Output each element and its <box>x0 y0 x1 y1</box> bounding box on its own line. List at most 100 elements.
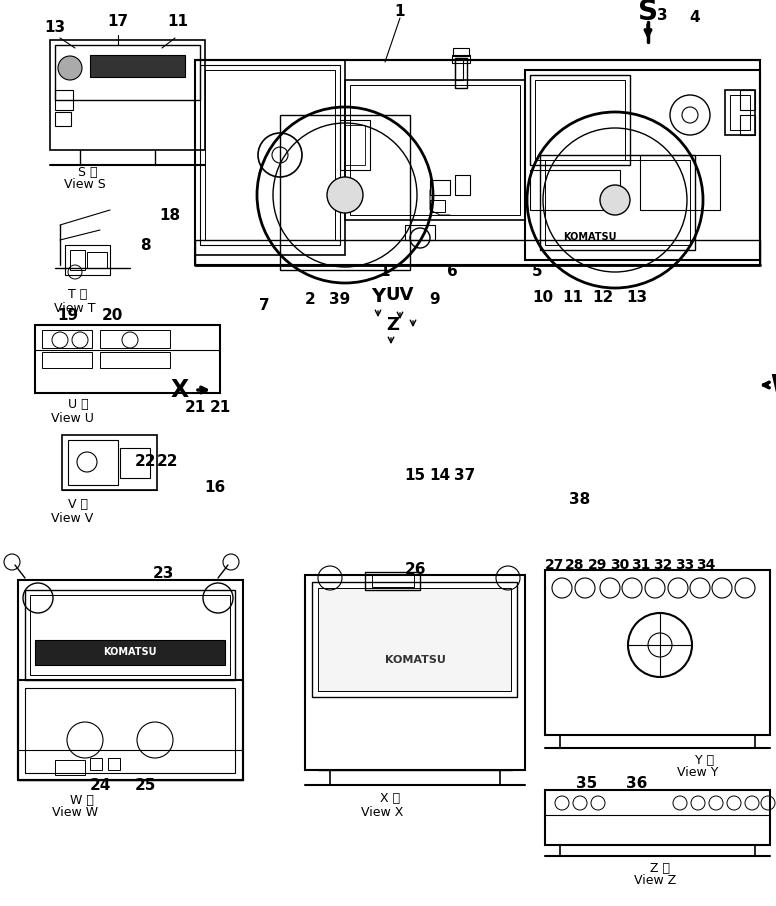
Bar <box>90 758 102 770</box>
Bar <box>87 252 107 268</box>
Text: 15: 15 <box>404 467 425 483</box>
Bar <box>525 70 760 260</box>
Circle shape <box>327 177 363 213</box>
Bar <box>640 155 720 210</box>
Text: 6: 6 <box>447 265 457 279</box>
Bar <box>372 575 414 587</box>
Bar <box>120 448 150 478</box>
Bar <box>530 75 630 165</box>
Text: W 視: W 視 <box>70 794 94 806</box>
Text: 10: 10 <box>532 290 553 304</box>
Bar <box>25 688 235 773</box>
Text: S 視: S 視 <box>78 166 98 178</box>
Text: 7: 7 <box>258 297 269 313</box>
Bar <box>62 435 157 490</box>
Text: 13: 13 <box>626 290 647 304</box>
Text: View Z: View Z <box>634 873 676 886</box>
Bar <box>55 112 71 126</box>
Bar <box>725 90 755 135</box>
Text: 32: 32 <box>653 558 673 572</box>
Bar <box>340 120 370 170</box>
Text: 21: 21 <box>185 400 206 416</box>
Bar <box>25 590 235 680</box>
Bar <box>200 65 340 245</box>
Text: 9: 9 <box>430 293 440 307</box>
Text: 30: 30 <box>611 558 629 572</box>
Text: 38: 38 <box>570 493 591 507</box>
Text: 27: 27 <box>546 558 565 572</box>
Text: 28: 28 <box>565 558 585 572</box>
Bar <box>55 45 200 100</box>
Text: View V: View V <box>51 512 93 525</box>
Bar <box>453 48 469 56</box>
Text: 37: 37 <box>455 467 476 483</box>
Text: 25: 25 <box>134 777 156 793</box>
Text: U 視: U 視 <box>68 399 88 411</box>
Text: 19: 19 <box>57 307 78 323</box>
Text: 22: 22 <box>134 455 156 469</box>
Text: 22: 22 <box>158 455 178 469</box>
Text: V 視: V 視 <box>68 498 88 512</box>
Bar <box>545 790 770 845</box>
Text: 12: 12 <box>592 290 614 304</box>
Bar <box>545 160 690 245</box>
Bar <box>195 240 760 265</box>
Circle shape <box>58 56 82 80</box>
Text: KOMATSU: KOMATSU <box>563 232 617 242</box>
Text: 21: 21 <box>210 400 230 416</box>
Text: Z 視: Z 視 <box>650 862 670 874</box>
Bar <box>350 85 520 215</box>
Text: 14: 14 <box>429 467 451 483</box>
Text: 20: 20 <box>102 307 123 323</box>
Text: Y: Y <box>371 287 385 306</box>
Text: 3: 3 <box>656 7 667 23</box>
Text: X: X <box>171 378 189 402</box>
Bar <box>430 180 450 195</box>
Text: Y 視: Y 視 <box>695 754 715 766</box>
Bar <box>18 580 243 780</box>
Text: 17: 17 <box>107 14 129 30</box>
Bar <box>35 325 220 393</box>
Bar <box>100 352 170 368</box>
Bar <box>280 115 410 270</box>
Bar <box>540 155 695 250</box>
Text: 39: 39 <box>329 293 351 307</box>
Text: UV: UV <box>386 286 414 304</box>
Text: 34: 34 <box>696 558 715 572</box>
Bar <box>108 758 120 770</box>
Text: 26: 26 <box>404 563 426 577</box>
Text: 5: 5 <box>532 265 542 279</box>
Text: 4: 4 <box>690 11 700 25</box>
Bar <box>455 58 463 80</box>
Text: T 視: T 視 <box>68 288 88 302</box>
Bar <box>35 640 225 665</box>
Bar <box>740 90 755 110</box>
Bar <box>50 40 205 150</box>
Bar <box>545 570 770 735</box>
Text: 31: 31 <box>632 558 651 572</box>
Text: 11: 11 <box>168 14 189 30</box>
Bar <box>195 60 345 255</box>
Bar <box>205 70 335 240</box>
Bar <box>345 80 525 220</box>
Text: 23: 23 <box>152 566 174 582</box>
Bar <box>90 55 185 77</box>
Bar <box>405 225 435 240</box>
Text: View W: View W <box>52 806 98 820</box>
Bar <box>530 170 620 210</box>
Text: 24: 24 <box>89 777 111 793</box>
Bar <box>365 572 420 590</box>
Bar <box>535 80 625 160</box>
Bar <box>740 115 755 135</box>
Text: 1: 1 <box>395 5 405 20</box>
Bar <box>452 55 470 63</box>
Text: 18: 18 <box>159 207 181 223</box>
Bar <box>42 330 92 348</box>
Bar <box>345 125 365 165</box>
Text: 16: 16 <box>204 479 226 495</box>
Bar <box>70 250 85 270</box>
Text: View Y: View Y <box>677 766 719 779</box>
Text: 35: 35 <box>577 776 598 791</box>
Bar <box>318 588 511 691</box>
Bar <box>430 200 445 212</box>
